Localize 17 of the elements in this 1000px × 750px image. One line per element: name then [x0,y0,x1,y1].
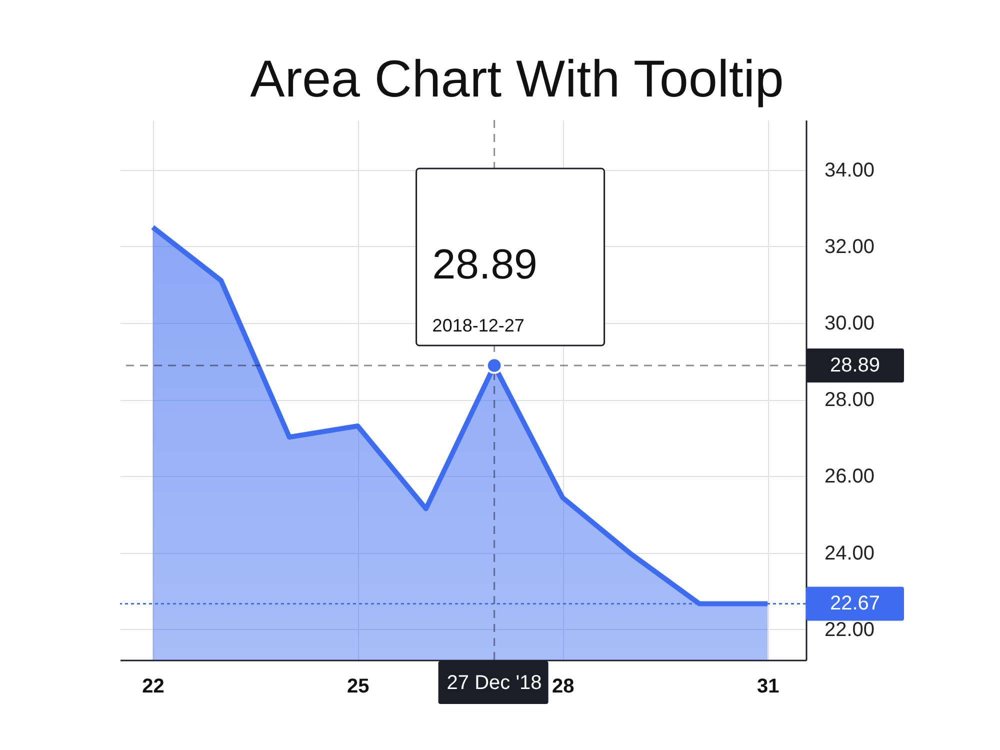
ref-line-label: 28.89 [830,354,880,376]
ref-line-label: 27 Dec '18 [446,672,542,694]
y-tick-label: 28.00 [824,389,875,412]
y-tick-label: 24.00 [824,542,875,564]
chart-title: Area Chart With Tooltip [250,50,784,108]
annotation: 28.89 [432,240,538,288]
y-tick-label: 22.00 [824,618,875,641]
x-tick-label: 31 [756,676,780,698]
x-tick-label: 22 [142,676,164,698]
x-tick-label: 25 [347,676,370,698]
y-tick-label: 34.00 [824,159,875,182]
annotation: 2018-12-27 [432,315,524,336]
y-tick-label: 32.00 [824,236,875,258]
ref-line-label: 22.67 [830,592,880,615]
x-tick-label: 28 [552,676,574,698]
y-tick-label: 30.00 [824,312,875,334]
y-tick-label: 26.00 [824,466,875,488]
